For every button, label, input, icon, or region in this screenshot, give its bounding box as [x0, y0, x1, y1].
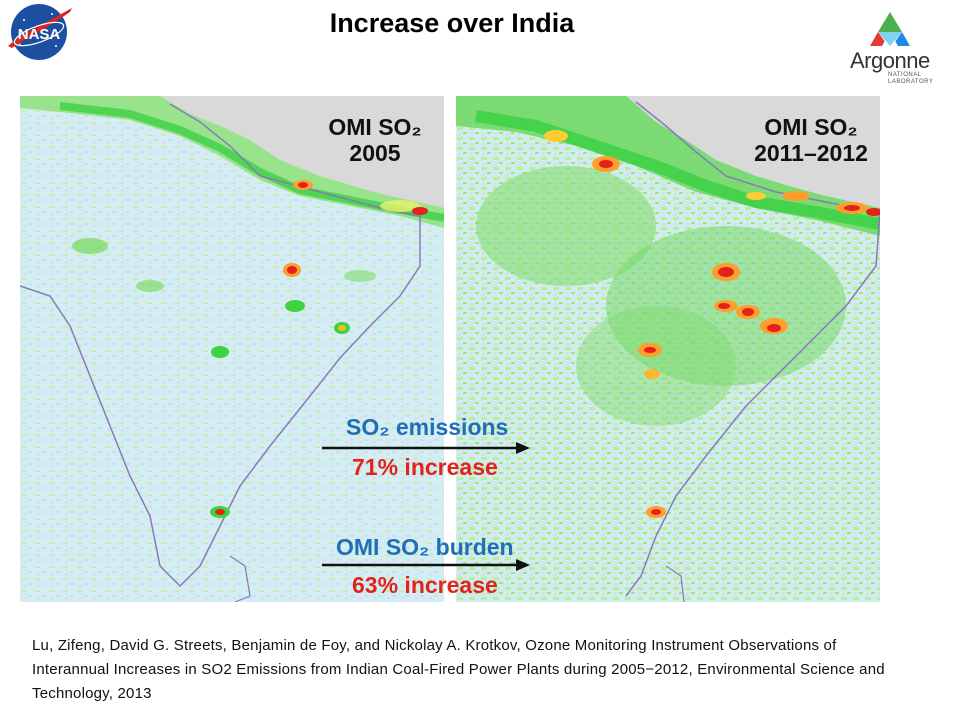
map-panel-2011-2012: OMI SO₂ 2011–2012	[456, 96, 880, 602]
svg-text:NASA: NASA	[18, 26, 61, 43]
map-panel-2005: OMI SO₂ 2005	[20, 96, 444, 602]
so2-map-2011-2012	[456, 96, 880, 602]
so2-emissions-label: SO₂ emissions	[346, 414, 509, 440]
argonne-logo: Argonne NATIONAL LABORATORY	[848, 10, 958, 88]
panel-label-2005: OMI SO₂ 2005	[328, 114, 422, 166]
arrow-right-icon	[322, 559, 530, 571]
burden-increase-label: 63% increase	[352, 572, 498, 598]
hotspots-2005	[72, 180, 428, 518]
argonne-name: Argonne	[850, 48, 930, 73]
so2-map-2005	[20, 96, 444, 602]
emissions-increase-label: 71% increase	[352, 454, 498, 480]
page-title: Increase over India	[329, 8, 575, 38]
hotspots-2011-2012	[544, 130, 880, 518]
omi-so2-burden-label: OMI SO₂ burden	[336, 534, 514, 560]
citation-text: Lu, Zifeng, David G. Streets, Benjamin d…	[32, 637, 885, 702]
panel-label-2011-2012: OMI SO₂ 2011–2012	[754, 114, 868, 166]
argonne-subtitle: NATIONAL LABORATORY	[888, 72, 934, 85]
nasa-meatball-icon: NASA	[8, 4, 72, 60]
argonne-triangle-icon	[870, 12, 910, 46]
arrow-right-icon	[322, 442, 530, 454]
